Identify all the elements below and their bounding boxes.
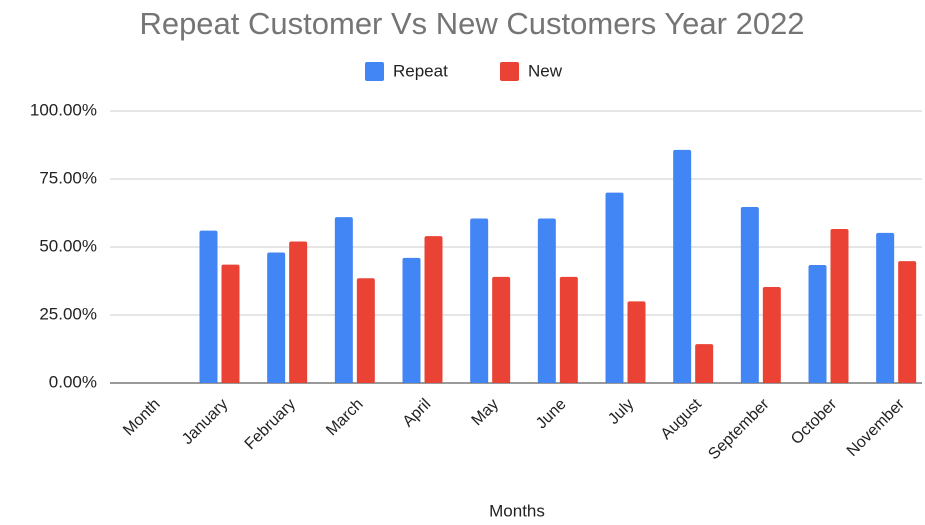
bar	[492, 276, 511, 383]
bar	[402, 257, 421, 383]
x-tick-label: June	[533, 396, 570, 433]
bar	[898, 261, 917, 383]
y-tick-label: 0.00%	[49, 372, 97, 391]
bar	[673, 149, 692, 383]
bar	[876, 232, 895, 383]
bar	[221, 264, 240, 383]
legend-label: New	[528, 61, 563, 80]
legend-label: Repeat	[393, 61, 448, 80]
legend-swatch	[500, 62, 519, 81]
x-tick-label: May	[469, 396, 502, 429]
bar	[424, 236, 443, 383]
x-tick-label: August	[658, 395, 706, 443]
bar	[267, 252, 286, 383]
bar	[199, 230, 218, 383]
bar	[740, 207, 759, 383]
x-axis-label: Months	[489, 501, 545, 520]
bar	[830, 229, 849, 383]
bar	[356, 278, 375, 383]
bar	[334, 217, 353, 383]
x-tick-label: Month	[120, 396, 163, 439]
bar	[605, 192, 624, 383]
bar	[808, 264, 827, 383]
legend-swatch	[365, 62, 384, 81]
y-tick-label: 50.00%	[39, 236, 97, 255]
bar	[627, 301, 646, 383]
x-tick-label: March	[323, 396, 366, 439]
x-tick-label: April	[400, 396, 435, 431]
x-tick-label: July	[605, 396, 637, 428]
y-tick-label: 100.00%	[30, 100, 97, 119]
bar	[470, 218, 489, 383]
bar	[289, 241, 308, 383]
y-tick-label: 75.00%	[39, 168, 97, 187]
x-tick-label: November	[844, 395, 909, 460]
bar	[762, 286, 781, 383]
chart-title: Repeat Customer Vs New Customers Year 20…	[139, 6, 804, 41]
x-tick-label: January	[179, 396, 231, 448]
bar	[695, 344, 714, 383]
y-tick-label: 25.00%	[39, 304, 97, 323]
x-tick-label: February	[242, 396, 299, 453]
x-tick-label: October	[788, 395, 841, 448]
bar	[559, 276, 578, 383]
bar	[537, 218, 556, 383]
x-tick-label: September	[705, 395, 773, 463]
